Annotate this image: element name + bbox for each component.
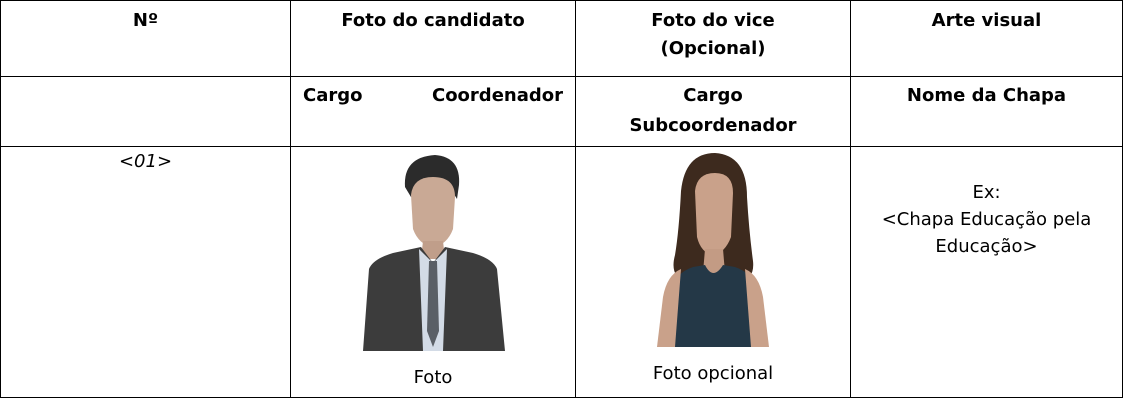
photo-caption: Foto [413, 367, 453, 388]
subheader-cell: Cargo Coordenador [290, 76, 576, 147]
header-cell: Foto do candidato [290, 0, 576, 77]
header-cell: Nº [0, 0, 291, 77]
subheader-row: Cargo Coordenador Cargo Subcoordenador N… [0, 76, 1123, 147]
subheader-cell: Cargo Subcoordenador [575, 76, 851, 147]
vice-photo-cell: Foto opcional [575, 146, 851, 398]
photo-cell: Foto [290, 146, 576, 398]
example-text: <Chapa Educação pela Educação> [881, 209, 1092, 257]
header-cell: Arte visual [850, 0, 1123, 77]
art-cell: Ex: <Chapa Educação pela Educação> [850, 146, 1123, 398]
empty-cell [0, 76, 291, 147]
header-row: Nº Foto do candidato Foto do vice (Opcio… [0, 0, 1123, 77]
candidate-row: <01> Foto Foto opcional [0, 146, 1123, 398]
photo-caption: Foto opcional [652, 363, 774, 384]
man-silhouette [363, 155, 505, 351]
woman-silhouette [657, 153, 769, 347]
example-label: Ex: [972, 182, 1001, 203]
header-cell: Foto do vice (Opcional) [575, 0, 851, 77]
subheader-cell: Nome da Chapa [850, 76, 1123, 147]
candidate-number: <01> [0, 146, 291, 398]
